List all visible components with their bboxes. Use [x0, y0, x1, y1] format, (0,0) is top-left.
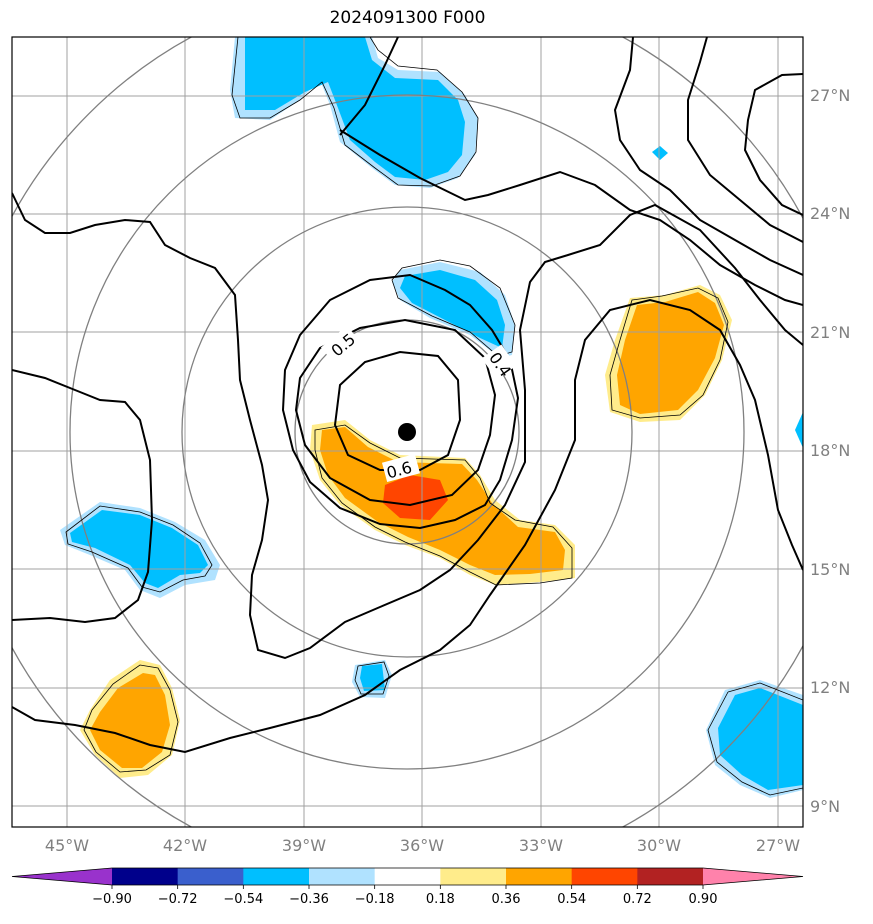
colorbar-tick-label: 0.72	[623, 892, 652, 907]
contour-0-6	[294, 318, 497, 507]
colorbar-tick-label: −0.18	[355, 892, 395, 907]
colorbar: −0.90 −0.72 −0.54 −0.36 −0.18 0.18 0.36 0.54 0.7…	[11, 867, 804, 907]
storm-center-marker	[398, 423, 416, 441]
colorbar-tick-label: −0.36	[289, 892, 329, 907]
colorbar-segment	[571, 868, 638, 885]
colorbar-tick-label: 0.90	[689, 892, 718, 907]
colorbar-tick-label: 0.54	[557, 892, 586, 907]
colorbar-segment	[309, 868, 376, 885]
feature-outlines	[65, 37, 803, 796]
lon-label-36w: 36°W	[400, 836, 444, 855]
lon-label-42w: 42°W	[163, 836, 207, 855]
negative-anomaly-fields	[60, 37, 803, 798]
lon-label-27w: 27°W	[756, 836, 800, 855]
contour-lines	[12, 37, 803, 754]
neg-field-north-core	[245, 37, 465, 180]
colorbar-segment	[506, 868, 573, 885]
contour-northeast-5	[743, 73, 803, 216]
colorbar-segment	[637, 868, 704, 885]
pos-field-spiral-peak	[383, 475, 448, 520]
pos-field-east-core	[617, 292, 724, 414]
outline-west	[65, 505, 213, 593]
contour-0-4	[12, 192, 803, 660]
neg-field-edge-e	[795, 412, 803, 448]
neg-field-center-core	[400, 270, 505, 348]
outline-north	[231, 37, 479, 187]
lat-label-24n: 24°N	[810, 204, 850, 223]
longitude-labels: 45°W 42°W 39°W 36°W 33°W 30°W 27°W	[45, 836, 800, 855]
outline-small	[354, 661, 390, 695]
lat-label-9n: 9°N	[810, 797, 840, 816]
map-title: 2024091300 F000	[329, 8, 486, 28]
lat-label-18n: 18°N	[810, 441, 850, 460]
colorbar-segment	[374, 868, 441, 885]
colorbar-extend-min	[12, 868, 112, 885]
contour-northeast-1	[339, 37, 399, 136]
outline-east	[609, 287, 729, 419]
contour-0-5	[281, 273, 520, 530]
latitude-labels: 27°N 24°N 21°N 18°N 15°N 12°N 9°N	[810, 86, 850, 816]
map-plot-area	[12, 37, 803, 827]
colorbar-tick-label: −0.72	[158, 892, 198, 907]
outline-southwest	[83, 664, 179, 773]
contour-inner	[333, 350, 462, 471]
lat-label-21n: 21°N	[810, 323, 850, 342]
contour-south-long	[12, 298, 803, 754]
colorbar-extend-max	[703, 868, 803, 885]
positive-anomaly-fields	[80, 285, 732, 778]
lon-label-45w: 45°W	[45, 836, 89, 855]
colorbar-tick-label: 0.36	[492, 892, 521, 907]
outline-southeast	[707, 682, 803, 796]
lon-label-39w: 39°W	[282, 836, 326, 855]
colorbar-tick-label: 0.18	[426, 892, 455, 907]
lat-label-12n: 12°N	[810, 678, 850, 697]
outline-center	[391, 259, 516, 357]
colorbar-tick-label: −0.90	[92, 892, 132, 907]
neg-field-small-core	[360, 664, 385, 691]
neg-field-tiny-ne	[652, 146, 668, 160]
map-frame	[11, 36, 804, 828]
contour-northeast-2	[339, 129, 803, 306]
colorbar-tick-label: −0.54	[223, 892, 263, 907]
lon-label-30w: 30°W	[637, 836, 681, 855]
contour-south	[12, 369, 154, 624]
range-ring-3	[69, 94, 745, 770]
colorbar-segment	[112, 868, 179, 885]
lon-label-33w: 33°W	[519, 836, 563, 855]
colorbar-segment	[440, 868, 507, 885]
lat-label-27n: 27°N	[810, 86, 850, 105]
contour-northeast-4	[687, 37, 803, 243]
neg-field-southeast-core	[718, 688, 803, 790]
lat-label-15n: 15°N	[810, 560, 850, 579]
range-ring-2	[181, 206, 633, 658]
outline-spiral	[314, 424, 573, 586]
colorbar-segment	[177, 868, 244, 885]
colorbar-segment	[243, 868, 310, 885]
contour-northeast-3	[613, 37, 803, 276]
